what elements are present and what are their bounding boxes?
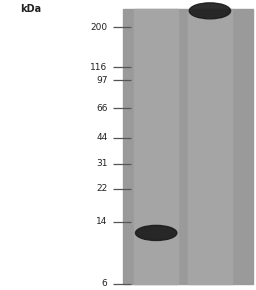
- Text: 44: 44: [96, 133, 108, 142]
- Text: 200: 200: [90, 23, 108, 32]
- Text: 14: 14: [96, 217, 108, 226]
- Ellipse shape: [189, 3, 231, 19]
- Text: 22: 22: [96, 184, 108, 193]
- Bar: [134, 9, 178, 284]
- Text: kDa: kDa: [20, 4, 42, 14]
- Text: 66: 66: [96, 104, 108, 113]
- Text: 6: 6: [102, 279, 108, 288]
- Text: 116: 116: [90, 63, 108, 72]
- Bar: [188, 9, 232, 284]
- Text: 31: 31: [96, 159, 108, 168]
- Ellipse shape: [135, 225, 177, 240]
- Bar: [123, 9, 253, 284]
- Text: 97: 97: [96, 76, 108, 85]
